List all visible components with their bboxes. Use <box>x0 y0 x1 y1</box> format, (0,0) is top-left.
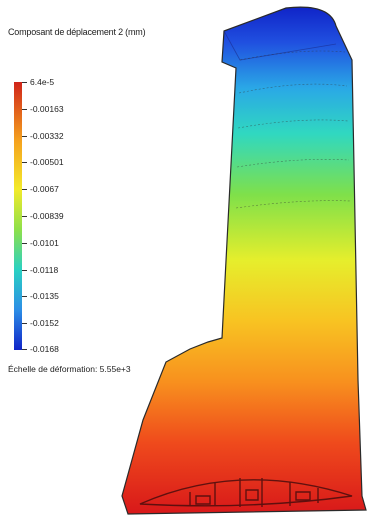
legend-label-max: 6.4e-5 <box>30 77 55 87</box>
legend-tick <box>22 136 27 137</box>
legend-label: -0.00501 <box>30 157 64 167</box>
legend-title: Composant de déplacement 2 (mm) <box>8 27 146 37</box>
legend-tick <box>22 216 27 217</box>
legend-label: -0.00839 <box>30 211 64 221</box>
legend-label: -0.0118 <box>30 265 59 275</box>
legend-tick <box>22 162 27 163</box>
legend-tick <box>22 270 27 271</box>
legend-label: -0.0152 <box>30 318 59 328</box>
rib-section <box>139 478 353 507</box>
deformation-scale-label: Échelle de déformation: 5.55e+3 <box>8 364 131 374</box>
legend-label: -0.00163 <box>30 104 64 114</box>
legend-tick <box>22 296 27 297</box>
legend-label: -0.0135 <box>30 291 59 301</box>
legend-tick <box>22 189 27 190</box>
legend-tick <box>22 109 27 110</box>
legend-tick <box>22 323 27 324</box>
legend-label-min: -0.0168 <box>30 344 59 354</box>
legend-tick <box>22 82 27 83</box>
legend-label: -0.0101 <box>30 238 59 248</box>
legend-tick <box>22 243 27 244</box>
legend-tick <box>22 349 27 350</box>
contour-lines <box>235 50 351 209</box>
wing-surface <box>121 6 367 515</box>
legend-label: -0.0067 <box>30 184 59 194</box>
color-scale-bar <box>14 82 22 350</box>
legend-label: -0.00332 <box>30 131 64 141</box>
